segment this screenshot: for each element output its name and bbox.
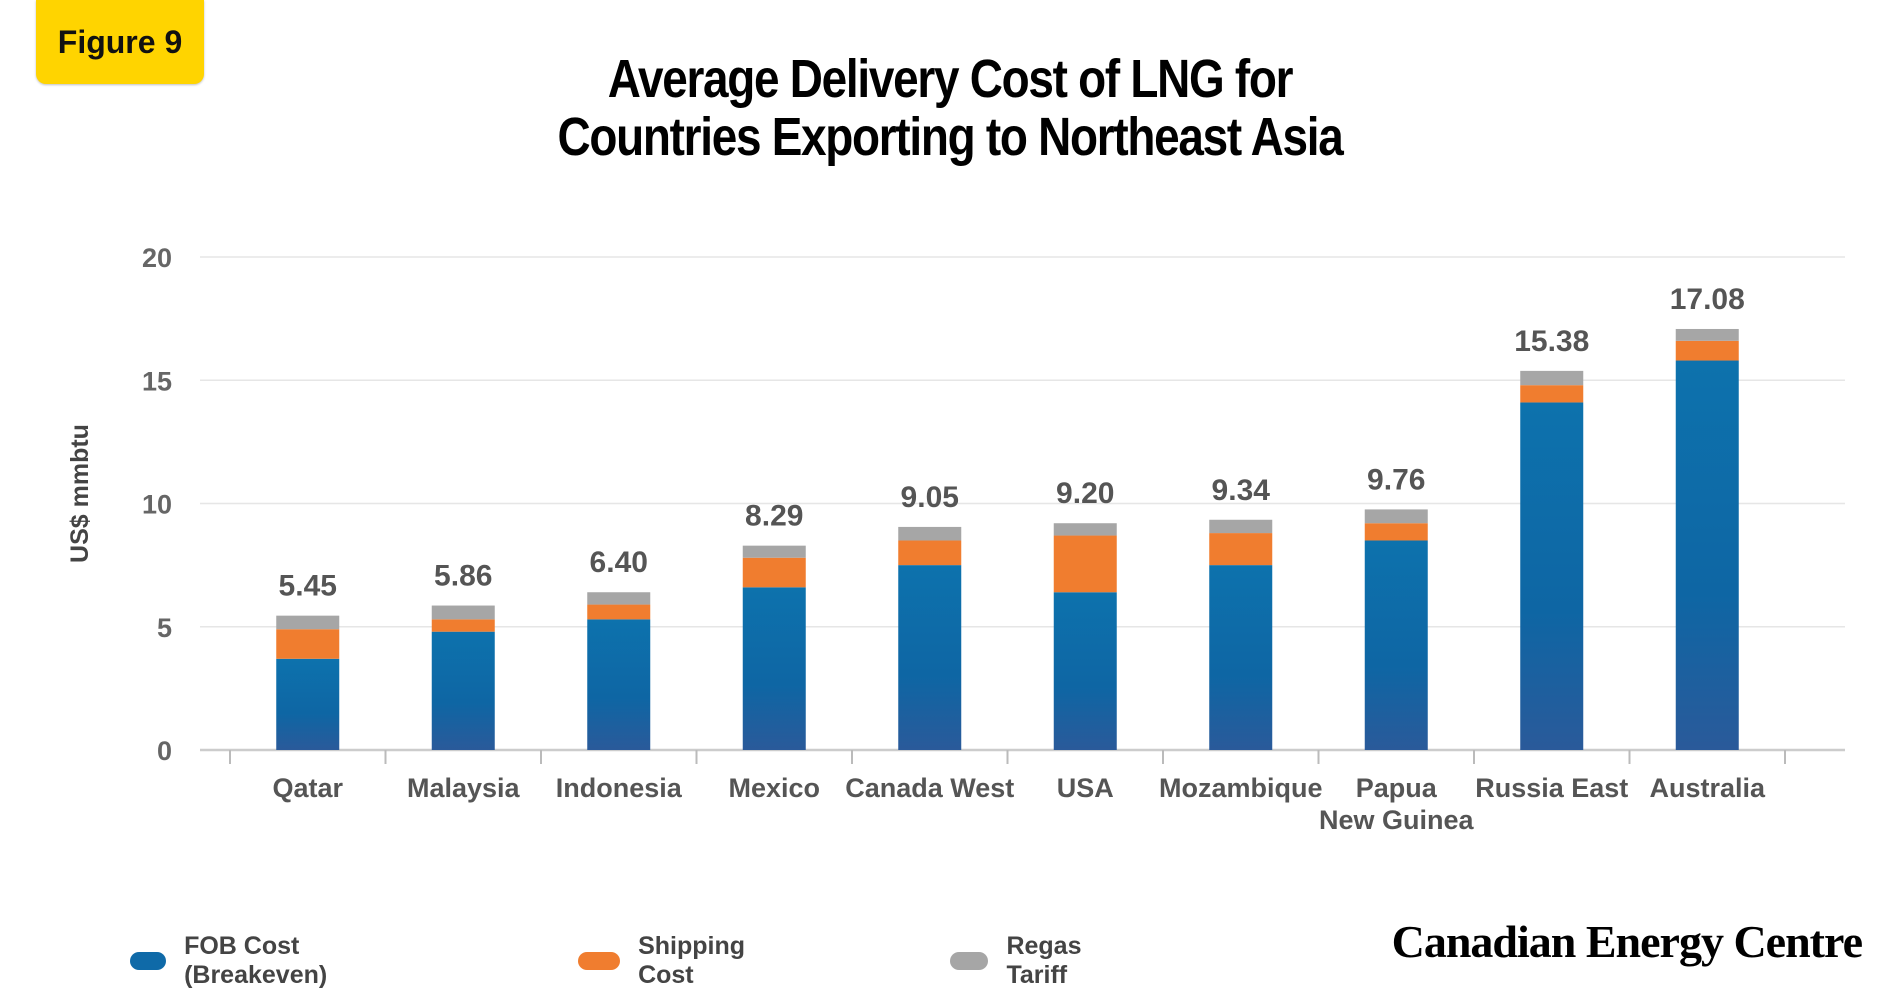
bar-regas-tariff xyxy=(276,615,340,630)
y-axis-label: US$ mmbtu xyxy=(66,424,94,563)
bar-fob-cost-breakeven xyxy=(1053,592,1117,750)
bar-regas-tariff xyxy=(898,526,962,541)
bar-total-label: 9.34 xyxy=(1212,474,1271,507)
x-tick-label: Malaysia xyxy=(407,773,521,803)
bar-fob-cost-breakeven xyxy=(587,619,651,750)
x-tick-label: Indonesia xyxy=(556,773,683,803)
bar-shipping-cost xyxy=(1209,533,1273,566)
chart-title-line-1: Average Delivery Cost of LNG for xyxy=(607,49,1294,109)
legend-item: Shipping Cost xyxy=(578,932,761,990)
bar-regas-tariff xyxy=(587,592,651,605)
bar-regas-tariff xyxy=(1053,523,1117,536)
bar-regas-tariff xyxy=(431,605,495,620)
bar-shipping-cost xyxy=(1053,535,1117,593)
y-tick-label: 20 xyxy=(142,243,172,273)
bar-fob-cost-breakeven xyxy=(276,658,340,750)
bar-regas-tariff xyxy=(1520,370,1584,386)
x-tick-label: Canada West xyxy=(845,773,1014,803)
legend-label: Shipping Cost xyxy=(638,932,745,989)
bar-total-label: 9.76 xyxy=(1367,463,1425,496)
bar-regas-tariff xyxy=(1364,509,1428,524)
bar-fob-cost-breakeven xyxy=(1675,360,1739,750)
legend-label: Regas Tariff xyxy=(1006,932,1082,989)
legend-item: Regas Tariff xyxy=(950,932,1101,990)
bar-total-label: 6.40 xyxy=(590,546,648,579)
legend-label: FOB Cost (Breakeven) xyxy=(184,932,328,989)
x-tick-label: Mexico xyxy=(728,773,820,803)
bar-fob-cost-breakeven xyxy=(1209,565,1273,750)
y-tick-label: 0 xyxy=(157,736,172,766)
bar-fob-cost-breakeven xyxy=(742,587,806,750)
chart-title: Average Delivery Cost of LNG for Countri… xyxy=(483,50,1418,166)
figure-badge-label: Figure 9 xyxy=(57,23,183,60)
brand-logo-text: Canadian Energy Centre xyxy=(1391,916,1863,967)
bar-shipping-cost xyxy=(898,540,962,566)
x-tick-label: Papua xyxy=(1356,773,1438,803)
bar-shipping-cost xyxy=(1364,523,1428,541)
bar-total-label: 5.86 xyxy=(434,560,492,593)
bar-total-label: 9.05 xyxy=(901,481,959,514)
x-tick-label: USA xyxy=(1057,773,1114,803)
y-tick-label: 10 xyxy=(142,490,172,520)
x-tick-label: Russia East xyxy=(1475,773,1628,803)
legend-swatch xyxy=(130,952,167,970)
bar-regas-tariff xyxy=(742,545,806,558)
bar-regas-tariff xyxy=(1209,519,1273,534)
bar-total-label: 5.45 xyxy=(279,570,337,603)
figure-badge: Figure 9 xyxy=(36,0,204,84)
legend-item: FOB Cost (Breakeven) xyxy=(130,932,349,990)
bar-fob-cost-breakeven xyxy=(431,631,495,750)
bar-shipping-cost xyxy=(1675,340,1739,361)
bar-total-label: 15.38 xyxy=(1514,325,1589,358)
bar-shipping-cost xyxy=(1520,385,1584,403)
bar-shipping-cost xyxy=(431,619,495,632)
bar-fob-cost-breakeven xyxy=(1520,402,1584,750)
legend-swatch xyxy=(578,952,621,970)
bar-total-label: 8.29 xyxy=(745,500,803,533)
bar-regas-tariff xyxy=(1675,328,1739,341)
x-tick-label: New Guinea xyxy=(1319,805,1475,835)
legend-swatch xyxy=(950,952,989,970)
x-tick-label: Mozambique xyxy=(1159,773,1323,803)
bar-total-label: 17.08 xyxy=(1670,283,1745,316)
x-tick-label: Qatar xyxy=(272,773,343,803)
bar-fob-cost-breakeven xyxy=(1364,540,1428,750)
bar-shipping-cost xyxy=(742,557,806,588)
y-tick-label: 15 xyxy=(142,366,172,396)
bar-shipping-cost xyxy=(276,629,340,659)
y-tick-label: 5 xyxy=(157,613,172,643)
x-tick-label: Australia xyxy=(1649,773,1766,803)
chart-title-line-2: Countries Exporting to Northeast Asia xyxy=(557,107,1343,167)
bar-shipping-cost xyxy=(587,604,651,620)
bar-total-label: 9.20 xyxy=(1056,477,1114,510)
bar-fob-cost-breakeven xyxy=(898,565,962,750)
